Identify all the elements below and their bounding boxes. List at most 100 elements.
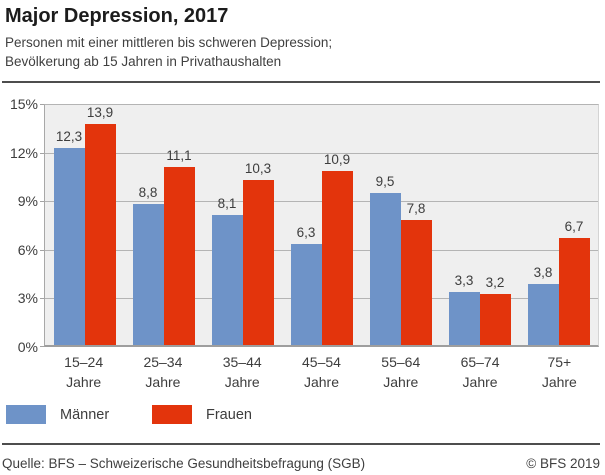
footer: Quelle: BFS – Schweizerische Gesundheits… xyxy=(2,456,600,471)
y-tick-mark xyxy=(40,152,44,154)
y-axis: 0% 3% 6% 9% 12% 15% xyxy=(0,96,38,355)
x-tick-suffix: Jahre xyxy=(462,373,498,390)
legend-label: Männer xyxy=(60,406,110,423)
y-tick-mark xyxy=(40,249,44,251)
bar-frauen xyxy=(163,167,195,345)
x-tick-range: 35–44 xyxy=(222,354,262,370)
chart-subtitle-line1: Personen mit einer mittleren bis schwere… xyxy=(5,35,333,50)
bar-value-label: 6,3 xyxy=(296,225,316,241)
chart-subtitle: Personen mit einer mittleren bis schwere… xyxy=(5,33,332,71)
bar-cell-manner: 8,1 xyxy=(211,105,243,345)
bar-frauen xyxy=(321,170,353,345)
bar-value-label: 3,3 xyxy=(454,273,474,289)
bar-frauen xyxy=(400,220,432,345)
bar-value-label: 10,3 xyxy=(244,161,272,177)
bar-manner xyxy=(369,193,401,345)
bar-group-25-34: 8,8 11,1 xyxy=(124,105,203,345)
y-tick-mark xyxy=(40,104,44,105)
legend-swatch-manner xyxy=(6,405,46,424)
y-tick-label: 15% xyxy=(9,96,38,112)
bar-cell-frauen: 3,2 xyxy=(479,105,511,345)
chart-legend: Männer Frauen xyxy=(6,405,599,425)
y-tick-label: 0% xyxy=(17,339,38,355)
bar-manner xyxy=(527,284,559,345)
bar-value-label: 7,8 xyxy=(406,201,426,217)
x-tick-label-65-74: 65–74 Jahre xyxy=(440,353,519,392)
x-tick-range: 75+ xyxy=(547,354,572,370)
bar-group-45-54: 6,3 10,9 xyxy=(282,105,361,345)
gridline-12% xyxy=(45,152,598,154)
x-tick-range: 45–54 xyxy=(302,354,341,370)
x-tick-range: 65–74 xyxy=(460,354,500,370)
bar-value-label: 8,8 xyxy=(138,185,158,201)
bar-frauen xyxy=(479,293,511,345)
y-tick-label: 3% xyxy=(17,290,38,307)
y-tick-mark xyxy=(40,298,44,300)
x-tick-label-45-54: 45–54 Jahre xyxy=(282,353,361,392)
bar-manner xyxy=(211,215,243,345)
x-tick-range: 55–64 xyxy=(381,354,421,370)
bar-frauen xyxy=(84,124,116,345)
bar-group-15-24: 12,3 13,9 xyxy=(45,105,124,345)
bar-manner xyxy=(132,204,164,345)
y-tick-label: 6% xyxy=(17,241,38,258)
x-axis: 15–24 Jahre 25–34 Jahre 35–44 Jahre 45–54 Jahre… xyxy=(44,353,599,392)
bar-cell-frauen: 10,3 xyxy=(242,105,274,345)
legend-item-frauen: Frauen xyxy=(152,405,252,424)
source-note: Quelle: BFS – Schweizerische Gesundheits… xyxy=(2,456,366,471)
copyright-note: © BFS 2019 xyxy=(526,456,600,471)
x-tick-suffix: Jahre xyxy=(145,373,181,390)
x-tick-suffix: Jahre xyxy=(224,373,260,390)
bar-cell-frauen: 10,9 xyxy=(321,105,353,345)
bar-group-65-74: 3,3 3,2 xyxy=(440,105,519,345)
header-divider xyxy=(2,81,600,83)
bar-manner xyxy=(448,292,480,345)
x-tick-range: 25–34 xyxy=(143,354,183,370)
bar-frauen xyxy=(242,180,274,345)
x-tick-label-25-34: 25–34 Jahre xyxy=(123,353,202,392)
bar-value-label: 10,9 xyxy=(323,151,351,167)
page-title: Major Depression, 2017 xyxy=(5,5,229,27)
bar-manner xyxy=(290,244,322,345)
y-tick-mark xyxy=(40,201,44,203)
bar-manner xyxy=(53,148,85,345)
bar-cell-frauen: 7,8 xyxy=(400,105,432,345)
y-tick-label: 9% xyxy=(17,193,38,210)
bar-cell-frauen: 13,9 xyxy=(84,105,116,345)
x-tick-suffix: Jahre xyxy=(541,373,577,390)
bar-value-label: 12,3 xyxy=(55,129,83,145)
bar-cell-manner: 3,8 xyxy=(527,105,559,345)
bar-cell-frauen: 11,1 xyxy=(163,105,195,345)
x-tick-suffix: Jahre xyxy=(383,373,419,390)
footer-divider xyxy=(2,443,600,445)
x-tick-label-15-24: 15–24 Jahre xyxy=(44,353,123,392)
bar-frauen xyxy=(558,237,590,345)
legend-item-manner: Männer xyxy=(6,405,109,424)
bar-value-label: 3,2 xyxy=(485,274,505,290)
bar-cell-manner: 12,3 xyxy=(53,105,85,345)
bar-cell-manner: 8,8 xyxy=(132,105,164,345)
bar-value-label: 11,1 xyxy=(166,148,192,164)
x-tick-range: 15–24 xyxy=(64,354,104,370)
legend-swatch-frauen xyxy=(152,405,192,424)
x-tick-suffix: Jahre xyxy=(66,373,102,390)
bar-group-55-64: 9,5 7,8 xyxy=(361,105,440,345)
bar-value-label: 13,9 xyxy=(86,105,114,120)
x-tick-suffix: Jahre xyxy=(303,373,339,390)
plot-area: 12,3 13,9 8,8 11,1 8,1 10,3 6,3 10,9 9,5 7,8 3,3 3,… xyxy=(44,104,599,347)
bar-cell-manner: 6,3 xyxy=(290,105,322,345)
bar-value-label: 3,8 xyxy=(533,265,553,281)
bar-value-label: 6,7 xyxy=(564,218,584,234)
y-tick-label: 12% xyxy=(9,144,38,161)
chart-subtitle-line2: Bevölkerung ab 15 Jahren in Privathausha… xyxy=(5,54,282,69)
y-tick-mark xyxy=(40,346,44,347)
bar-cell-frauen: 6,7 xyxy=(558,105,590,345)
bar-group-75-: 3,8 6,7 xyxy=(519,105,598,345)
bar-cell-manner: 9,5 xyxy=(369,105,401,345)
legend-label: Frauen xyxy=(206,406,252,423)
bar-series-area: 12,3 13,9 8,8 11,1 8,1 10,3 6,3 10,9 9,5 7,8 3,3 3,… xyxy=(45,105,598,345)
bar-value-label: 8,1 xyxy=(217,196,237,212)
bar-group-35-44: 8,1 10,3 xyxy=(203,105,282,345)
bar-value-label: 9,5 xyxy=(375,174,395,189)
